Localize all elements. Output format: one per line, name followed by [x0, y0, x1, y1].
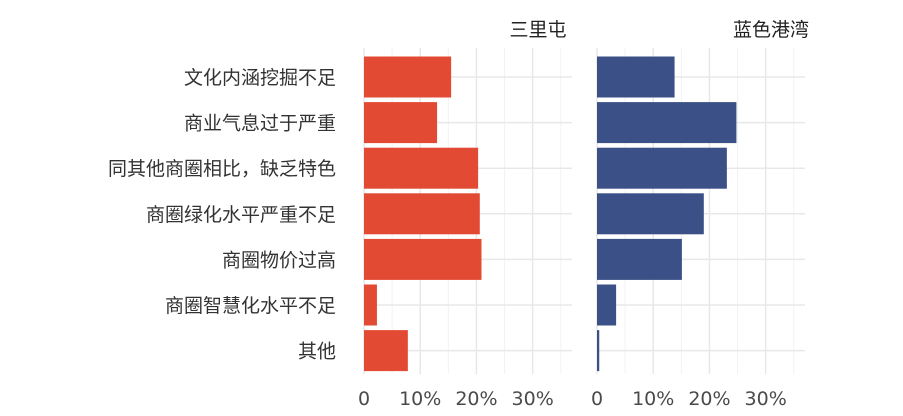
x-tick-label: 30% [745, 388, 787, 410]
bar [364, 56, 452, 98]
category-label: 商圈物价过高 [222, 249, 336, 271]
bars-layer [364, 56, 737, 372]
x-tick-label: 10% [632, 388, 674, 410]
bar [364, 238, 482, 280]
labels-layer: 三里屯 0 10% 20% 30% 蓝色港湾 0 10% 20% 30% 文化内涵挖掘不足商业气息过… [108, 19, 809, 410]
category-label: 商业气息过于严重 [184, 113, 336, 135]
x-tick-label: 0 [591, 388, 603, 410]
bar [364, 102, 438, 144]
bar [364, 193, 480, 235]
x-tick-label: 10% [399, 388, 441, 410]
bar [597, 284, 617, 326]
bar [597, 56, 675, 98]
bar [364, 284, 377, 326]
x-tick-label: 30% [512, 388, 554, 410]
bar [597, 238, 682, 280]
category-label: 同其他商圈相比，缺乏特色 [108, 158, 336, 180]
x-tick-label: 20% [688, 388, 730, 410]
bar [597, 193, 704, 235]
bar [597, 102, 737, 144]
panel-title: 蓝色港湾 [733, 19, 809, 41]
bar [364, 147, 479, 189]
x-tick-label: 0 [358, 388, 370, 410]
bar [597, 330, 600, 372]
category-label: 商圈智慧化水平不足 [165, 295, 336, 317]
bar [364, 330, 408, 372]
category-label: 商圈绿化水平严重不足 [146, 204, 336, 226]
panel-title: 三里屯 [509, 19, 566, 41]
category-label: 其他 [298, 341, 336, 363]
category-label: 文化内涵挖掘不足 [184, 67, 336, 89]
x-tick-label: 20% [455, 388, 497, 410]
bar [597, 147, 727, 189]
